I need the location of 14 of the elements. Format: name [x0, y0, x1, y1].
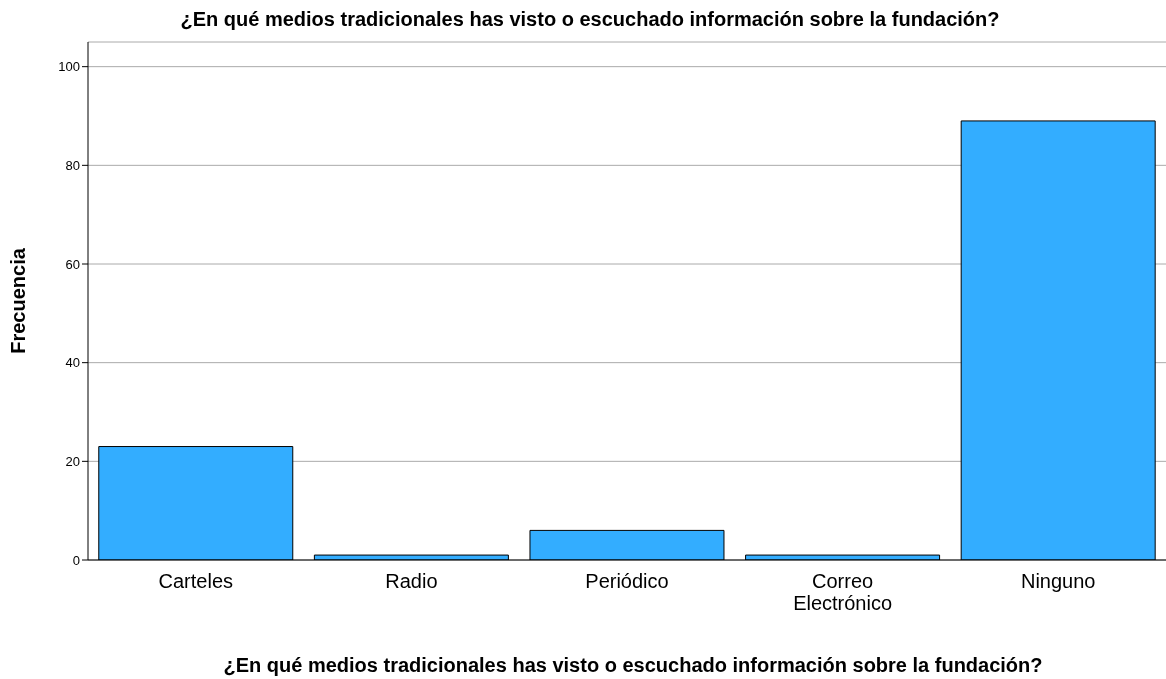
y-tick-label: 40 [65, 355, 80, 371]
x-tick-label: Correo Electrónico [793, 570, 893, 614]
y-tick-label: 20 [65, 453, 80, 469]
x-tick-label: Ninguno [1020, 570, 1096, 592]
y-tick-label: 0 [72, 552, 80, 568]
x-axis-title: ¿En qué medios tradicionales has visto o escuchado información sobre la fundación? [222, 654, 1044, 677]
y-tick-label: 100 [58, 59, 80, 75]
y-tick-label: 60 [65, 256, 80, 272]
chart-title: ¿En qué medios tradicionales has visto o escuchado información sobre la fundación? [179, 8, 1001, 31]
x-tick-label: Radio [385, 570, 438, 592]
y-axis-title: Frecuencia [7, 247, 30, 354]
x-tick-label: Periódico [585, 570, 669, 592]
y-tick-label: 80 [65, 157, 80, 173]
x-tick-label: Carteles [158, 570, 234, 592]
